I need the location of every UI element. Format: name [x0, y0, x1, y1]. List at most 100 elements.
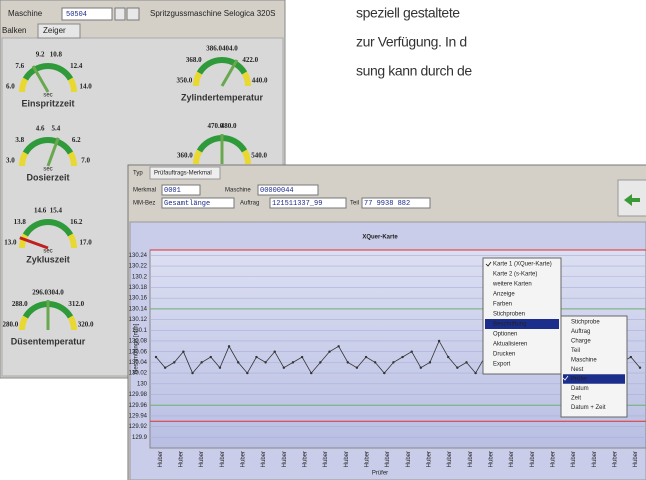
gauge-tick-label: 350.0: [176, 76, 192, 84]
x-tick-label: Huber: [385, 451, 391, 467]
y-tick-label: 129.94: [129, 413, 148, 419]
tab: Prüfauftrags-Merkmal: [154, 171, 212, 177]
label: Maschine: [8, 9, 43, 18]
gauge-arc: [67, 315, 77, 331]
input-box[interactable]: [269, 197, 347, 209]
field-value: Gesamtlänge: [164, 200, 210, 208]
data-point: [328, 350, 331, 353]
gauge-tick-label: 304.0: [48, 288, 64, 296]
data-point: [437, 339, 441, 343]
gauge-tick-label: 440.0: [252, 76, 268, 84]
gauge-tick-label: 16.2: [70, 218, 83, 226]
gauge-tick-label: 6.0: [6, 82, 15, 90]
x-tick-label: Huber: [344, 451, 350, 467]
field-label: Teil: [350, 201, 359, 207]
x-tick-label: Huber: [282, 451, 288, 467]
data-point: [456, 366, 459, 369]
menu-item: Zeit: [571, 396, 581, 402]
tab: Balken: [2, 26, 26, 35]
input-box[interactable]: [161, 184, 201, 196]
gauge-arc: [241, 71, 251, 87]
data-point: [419, 366, 423, 369]
check-icon: [562, 375, 569, 381]
x-tick-label: Huber: [613, 451, 619, 467]
gauge-tick-label: 368.0: [186, 56, 202, 64]
x-tick-label: Huber: [509, 451, 515, 467]
gauge-arc: [193, 149, 203, 165]
data-point: [337, 345, 340, 348]
gauge-tick-label: 540.0: [251, 152, 267, 160]
field-value: 0001: [164, 187, 181, 195]
gauge-tick-label: 17.0: [80, 238, 93, 246]
data-point: [392, 361, 395, 364]
data-point: [182, 350, 185, 353]
data-point: [163, 366, 167, 369]
menu-item: Auftrag: [571, 329, 590, 335]
search-button[interactable]: [126, 7, 140, 21]
menu-item: Teil: [571, 348, 580, 354]
data-point: [209, 355, 212, 359]
gauge-needle: [46, 137, 60, 167]
gauge-tick-label: 312.0: [68, 300, 84, 308]
data-point: [346, 361, 349, 364]
active-tab[interactable]: [37, 23, 81, 39]
y-tick-label: 130.1: [132, 328, 148, 334]
menu-item: Aktualisieren: [493, 342, 527, 348]
y-tick-label: 130.16: [129, 296, 148, 302]
gauge-needle: [220, 59, 239, 87]
article-line: sung kann durch de: [356, 63, 472, 79]
dropdown-button[interactable]: [114, 7, 126, 21]
data-point: [373, 361, 377, 364]
menu-item: Farben: [493, 302, 512, 308]
field-label: Merkmal: [133, 188, 156, 194]
menu-item: Datum: [571, 386, 589, 392]
gauge-tick-label: 280.0: [2, 320, 18, 328]
machine-name: Spritzgussmaschine Selogica 320S: [150, 9, 275, 18]
y-tick-label: 129.96: [129, 403, 148, 409]
gauge-tick-label: 15.4: [50, 206, 63, 214]
x-tick-label: Huber: [199, 451, 205, 467]
gauge-tick-label: 10.8: [50, 50, 63, 58]
machine-input[interactable]: [61, 7, 113, 21]
data-point: [227, 345, 231, 348]
input-box[interactable]: [257, 184, 319, 196]
action-button[interactable]: [617, 179, 646, 217]
data-point: [447, 355, 450, 359]
gauge-tick-label: 13.8: [14, 218, 27, 226]
gauge-arc: [193, 71, 203, 87]
gauge-tick-label: 3.8: [15, 136, 24, 144]
check-icon: [485, 261, 492, 267]
gauge-arc: [22, 219, 74, 237]
data-point: [300, 355, 304, 359]
y-tick-label: 130.22: [129, 264, 148, 270]
gauge-tick-label: 296.0: [32, 288, 48, 296]
data-point: [428, 361, 432, 364]
data-point: [474, 371, 477, 375]
gauge-tick-label: 386.0: [206, 44, 222, 52]
input-box[interactable]: [361, 197, 431, 209]
context-menu: [560, 315, 628, 418]
menu-item: Nest: [571, 367, 584, 373]
gauge-needle: [19, 236, 49, 250]
x-tick-label: Huber: [633, 451, 639, 467]
menu-highlight: [485, 319, 559, 329]
data-point: [173, 361, 176, 364]
active-tab[interactable]: [149, 166, 221, 180]
x-tick-label: Huber: [323, 451, 329, 467]
menu-item: Stichprobe: [571, 320, 600, 326]
x-tick-label: Huber: [571, 451, 577, 467]
input-box[interactable]: [161, 197, 235, 209]
gauge-arc: [241, 149, 251, 165]
arrow-icon: [624, 194, 640, 206]
article-line: zur Verfügung. In d: [356, 34, 467, 50]
gauge-arc: [67, 77, 77, 93]
field-label: MM-Bez: [133, 201, 155, 207]
data-point: [218, 366, 222, 369]
field-label: Auftrag: [240, 201, 259, 207]
chart-title: XQuer-Karte: [362, 235, 398, 241]
y-tick-label: 129.92: [129, 424, 148, 430]
gauge-arc: [19, 233, 29, 249]
x-tick-label: Huber: [468, 451, 474, 467]
gauge-arc: [22, 137, 74, 155]
menu-highlight: [563, 374, 625, 384]
